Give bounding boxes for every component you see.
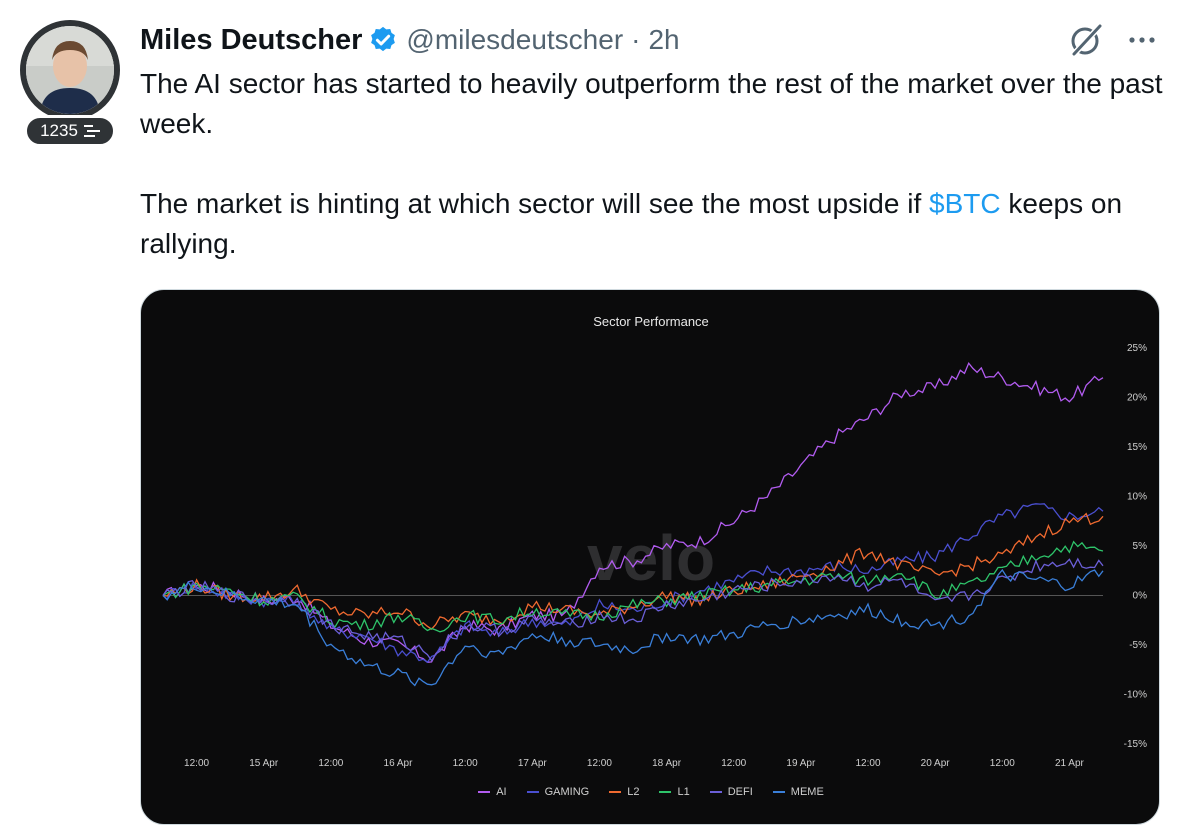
tweet-timestamp[interactable]: 2h: [648, 24, 680, 55]
legend-item-gaming: GAMING: [526, 786, 590, 798]
legend-label: MEME: [790, 786, 824, 798]
chart-image[interactable]: Sector Performance velo 25% 20% 15% 10% 5% 0%…: [140, 289, 1160, 825]
series-line-ai: [162, 361, 1104, 663]
x-tick-label: 20 Apr: [921, 758, 951, 769]
tweet-text-segment: keeps on rallying.: [140, 188, 1123, 259]
y-tick-label: -5%: [1129, 640, 1147, 651]
x-tick-label: 18 Apr: [652, 758, 682, 769]
tweet-text-segment: The market is hinting at which sector wi…: [140, 188, 930, 219]
grok-icon[interactable]: [1068, 22, 1104, 58]
legend-label: GAMING: [544, 786, 590, 798]
y-tick-label: 10%: [1127, 492, 1147, 503]
y-tick-label: 20%: [1127, 393, 1147, 404]
x-tick-label: 21 Apr: [1055, 758, 1085, 769]
cashtag-link[interactable]: $BTC: [929, 188, 1001, 219]
y-tick-label: -10%: [1124, 690, 1147, 701]
x-tick-label: 12:00: [721, 758, 746, 769]
avatar-image: [26, 26, 114, 114]
legend-item-defi: DEFI: [709, 786, 753, 798]
legend-swatch: [659, 791, 672, 793]
x-tick-label: 12:00: [184, 758, 209, 769]
tweet-paragraph-2: The market is hinting at which sector wi…: [140, 184, 1170, 264]
y-tick-label: -15%: [1124, 739, 1147, 750]
legend-item-l2: L2: [609, 786, 639, 798]
y-tick-label: 5%: [1133, 541, 1148, 552]
tweet-text: The AI sector has started to heavily out…: [140, 64, 1170, 264]
x-tick-label: 12:00: [453, 758, 478, 769]
legend-label: AI: [496, 786, 507, 798]
series-line-defi: [162, 557, 1104, 662]
sector-performance-chart: velo 25% 20% 15% 10% 5% 0% -5% -10% -15% 12:00 15 …: [162, 343, 1148, 769]
x-tick-label: 12:00: [587, 758, 612, 769]
subscriber-badge-icon: [83, 125, 100, 137]
legend-item-meme: MEME: [772, 786, 824, 798]
y-tick-label: 0%: [1133, 591, 1148, 602]
legend-item-ai: AI: [478, 786, 507, 798]
legend-swatch: [478, 791, 491, 793]
tweet-paragraph-1: The AI sector has started to heavily out…: [140, 68, 1163, 139]
chart-title: Sector Performance: [593, 314, 709, 329]
series-line-l1: [162, 540, 1104, 633]
tweet-header: Miles Deutscher @milesdeutscher · 2h: [140, 22, 680, 58]
x-tick-label: 12:00: [855, 758, 880, 769]
legend-swatch: [609, 791, 622, 793]
badge-count: 1235: [40, 121, 78, 140]
avatar[interactable]: [20, 20, 120, 120]
x-tick-label: 17 Apr: [518, 758, 548, 769]
legend-label: L1: [677, 786, 690, 798]
x-tick-label: 15 Apr: [249, 758, 279, 769]
x-tick-label: 16 Apr: [384, 758, 414, 769]
x-tick-label: 12:00: [990, 758, 1015, 769]
author-name[interactable]: Miles Deutscher: [140, 23, 363, 56]
legend-item-l1: L1: [659, 786, 690, 798]
author-handle[interactable]: @milesdeutscher: [406, 24, 624, 55]
chart-watermark: velo: [587, 522, 715, 594]
avatar-container[interactable]: 1235: [20, 20, 120, 147]
legend-swatch: [526, 791, 539, 793]
x-tick-label: 12:00: [318, 758, 343, 769]
more-options-icon[interactable]: [1120, 26, 1164, 54]
verified-badge-icon: [371, 26, 396, 52]
header-separator: ·: [631, 24, 641, 55]
y-tick-label: 15%: [1127, 442, 1147, 453]
legend-label: DEFI: [727, 786, 753, 798]
x-tick-label: 19 Apr: [786, 758, 816, 769]
chart-legend: AI GAMING L2 L1 DEFI MEME: [141, 786, 1159, 798]
legend-swatch: [772, 791, 785, 793]
series-line-meme: [162, 568, 1104, 687]
y-tick-label: 25%: [1127, 343, 1147, 354]
series-line-l2: [162, 512, 1104, 630]
legend-label: L2: [627, 786, 640, 798]
legend-swatch: [709, 791, 722, 793]
subscriber-badge[interactable]: 1235: [24, 115, 116, 147]
